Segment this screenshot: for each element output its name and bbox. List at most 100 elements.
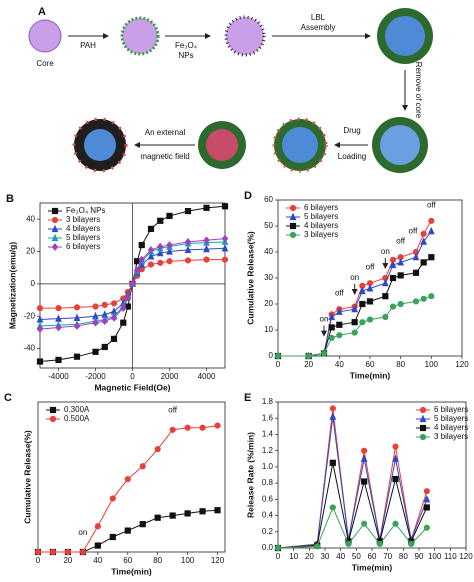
data-point <box>154 514 161 521</box>
y-tick-label: 0 <box>31 279 36 288</box>
legend-label: 6 bilayers <box>434 405 468 414</box>
scheme: A Core PAH Fe₃O₄ NPs LBL Assembly Remove… <box>28 6 433 173</box>
data-point <box>94 523 101 530</box>
y-tick-label: 30 <box>264 273 273 282</box>
annotation: off <box>335 289 345 298</box>
legend-marker <box>289 212 297 221</box>
data-point <box>101 317 109 325</box>
data-point <box>199 424 206 431</box>
data-point <box>166 212 173 220</box>
x-tick-label: 40 <box>93 556 102 565</box>
data-point <box>166 247 173 255</box>
capsule-inner <box>206 129 238 161</box>
data-point <box>184 510 191 517</box>
y-tick-label: 1.8 <box>262 397 274 406</box>
data-point <box>336 332 343 339</box>
data-point <box>214 422 221 429</box>
annotation: off <box>396 237 406 246</box>
data-point <box>184 424 191 431</box>
data-point <box>36 325 44 334</box>
y-tick-label: -20 <box>23 311 35 320</box>
data-point <box>351 329 358 336</box>
x-tick-label: 50 <box>352 552 361 561</box>
x-tick-label: 20 <box>63 556 72 565</box>
data-point <box>428 217 435 224</box>
annotation: on <box>350 273 359 282</box>
annotation: off <box>427 200 437 209</box>
data-point <box>423 504 430 511</box>
data-point <box>156 248 164 257</box>
y-axis-title: Cumulative Release(%) <box>245 231 255 325</box>
panel-label: B <box>6 193 14 205</box>
data-point <box>397 258 405 266</box>
annotation: on <box>78 528 87 537</box>
data-point <box>92 318 99 327</box>
core-label: Core <box>36 59 54 68</box>
x-tick-label: 40 <box>335 360 344 369</box>
data-point <box>412 269 420 276</box>
y-tick-label: 1.0 <box>262 462 274 471</box>
data-point <box>147 246 155 254</box>
hollow-inner <box>380 125 420 165</box>
data-point <box>49 548 57 556</box>
x-tick-label: 80 <box>153 556 162 565</box>
x-axis-title: Time(min) <box>111 566 152 576</box>
data-point <box>138 241 145 249</box>
data-point <box>389 260 397 269</box>
data-point <box>381 278 389 287</box>
x-axis-title: Magnetic Field(Oe) <box>94 382 170 392</box>
data-point <box>423 524 430 531</box>
data-point <box>358 286 366 295</box>
data-point <box>366 316 374 323</box>
y-tick-label: 1.4 <box>262 430 274 439</box>
y-tick-label: 40 <box>26 214 35 223</box>
data-point <box>139 463 146 470</box>
x-tick-label: 60 <box>368 552 377 561</box>
data-point <box>366 284 374 292</box>
data-point <box>359 319 366 326</box>
legend-marker <box>419 424 427 432</box>
data-point <box>203 236 210 245</box>
data-point <box>147 225 155 232</box>
data-point <box>124 476 131 483</box>
x-tick-label: 20 <box>305 552 314 561</box>
data-point <box>109 533 116 541</box>
x-tick-label: 0 <box>276 360 281 369</box>
legend-label: 3 bilayers <box>304 230 338 239</box>
data-point <box>134 258 141 265</box>
data-point <box>109 495 116 502</box>
data-point <box>361 520 368 527</box>
data-point <box>423 495 431 503</box>
data-point <box>382 293 389 300</box>
data-point <box>423 488 430 495</box>
legend-marker <box>51 207 59 215</box>
data-point <box>274 544 282 552</box>
legend-marker <box>419 414 427 423</box>
data-point <box>221 256 229 263</box>
panel-label: D <box>244 190 252 202</box>
x-tick-label: 60 <box>366 360 375 369</box>
y-axis-title: Release Rate (%/min) <box>245 432 255 518</box>
legend-label: 5 bilayers <box>434 414 468 423</box>
y-axis-title: Cumulative Release(%) <box>22 430 32 524</box>
data-point <box>420 259 427 266</box>
data-point <box>360 454 368 462</box>
data-point <box>389 274 397 282</box>
y-tick-label: 0 <box>269 351 274 360</box>
annotation: off <box>168 406 178 415</box>
legend-label: 4 bilayers <box>304 221 338 230</box>
data-point <box>138 255 146 264</box>
y-axis-title: Magnetization(emu/g) <box>7 242 17 330</box>
x-tick-label: 110 <box>444 552 457 561</box>
x-tick-label: 120 <box>455 360 469 369</box>
data-point <box>428 254 435 261</box>
data-point <box>184 207 192 215</box>
data-point <box>147 252 155 260</box>
legend-label: 4 bilayers <box>66 224 100 233</box>
x-tick-label: 80 <box>399 552 408 561</box>
data-point <box>55 305 62 312</box>
x-tick-label: 120 <box>459 552 473 561</box>
panel-label: C <box>4 392 12 404</box>
data-point <box>64 548 72 556</box>
x-tick-label: 30 <box>321 552 330 561</box>
